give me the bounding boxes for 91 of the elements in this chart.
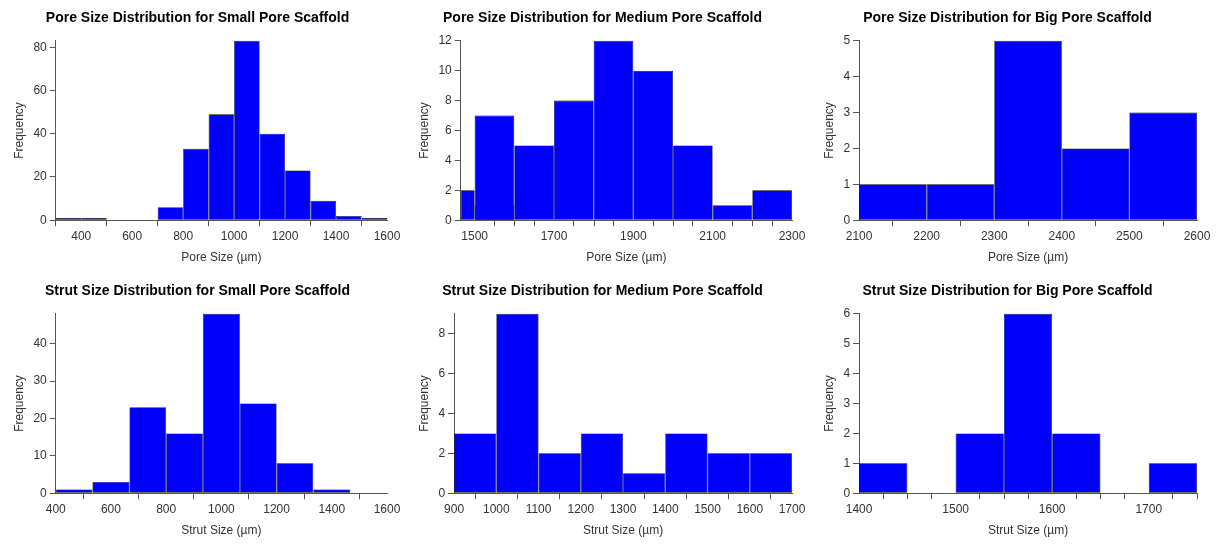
y-tick-label: 1 bbox=[843, 455, 851, 470]
x-tick-label: 800 bbox=[173, 228, 194, 243]
chart-title: Pore Size Distribution for Medium Pore Scaffold bbox=[443, 9, 762, 26]
x-axis-title: Pore Size (µm) bbox=[987, 250, 1069, 265]
x-tick-label: 1600 bbox=[736, 501, 764, 516]
y-tick-label: 40 bbox=[33, 126, 48, 141]
y-tick-label: 4 bbox=[445, 152, 453, 167]
y-tick-label: 20 bbox=[33, 169, 48, 184]
y-axis-title: Frequency bbox=[416, 375, 431, 432]
y-tick-label: 6 bbox=[843, 306, 851, 321]
x-tick-label: 2600 bbox=[1183, 228, 1211, 243]
x-tick-label: 2300 bbox=[778, 228, 806, 243]
chart-title: Strut Size Distribution for Small Pore Scaffold bbox=[45, 282, 350, 299]
x-tick-label: 2300 bbox=[980, 228, 1008, 243]
x-tick-label: 400 bbox=[45, 501, 67, 516]
y-tick-label: 8 bbox=[438, 326, 446, 341]
y-tick-label: 3 bbox=[843, 104, 851, 119]
y-axis-title: Frequency bbox=[821, 102, 836, 159]
y-tick-label: 4 bbox=[843, 365, 851, 380]
y-tick-label: 80 bbox=[33, 39, 48, 54]
x-tick-label: 2500 bbox=[1116, 228, 1144, 243]
y-tick-label: 2 bbox=[438, 445, 446, 460]
x-tick-label: 1000 bbox=[482, 501, 510, 516]
x-tick-label: 1200 bbox=[567, 501, 595, 516]
x-axis-title: Strut Size (µm) bbox=[181, 523, 262, 538]
x-tick-label: 1400 bbox=[845, 501, 873, 516]
y-tick-label: 5 bbox=[843, 33, 851, 48]
y-tick-label: 2 bbox=[843, 425, 851, 440]
x-tick-label: 1100 bbox=[525, 501, 552, 516]
y-tick-label: 0 bbox=[40, 212, 48, 227]
chart-title: Strut Size Distribution for Big Pore Scaffold bbox=[862, 282, 1153, 299]
x-tick-label: 600 bbox=[100, 501, 122, 516]
x-tick-label: 1400 bbox=[651, 501, 679, 516]
y-tick-label: 5 bbox=[843, 336, 851, 351]
chart-title: Pore Size Distribution for Big Pore Scaffold bbox=[863, 9, 1152, 26]
x-tick-label: 1700 bbox=[540, 228, 568, 243]
y-axis-title: Frequency bbox=[11, 375, 26, 432]
y-tick-label: 3 bbox=[843, 395, 851, 410]
x-tick-label: 1700 bbox=[1135, 501, 1163, 516]
x-tick-label: 1900 bbox=[619, 228, 647, 243]
x-tick-label: 1500 bbox=[942, 501, 970, 516]
x-tick-label: 1600 bbox=[1038, 501, 1066, 516]
x-tick-label: 1400 bbox=[318, 501, 346, 516]
x-tick-label: 2400 bbox=[1048, 228, 1076, 243]
x-tick-label: 1500 bbox=[461, 228, 489, 243]
x-tick-label: 800 bbox=[156, 501, 177, 516]
y-tick-label: 0 bbox=[843, 485, 851, 500]
y-axis-title: Frequency bbox=[416, 102, 431, 159]
x-tick-label: 1600 bbox=[373, 501, 401, 516]
x-tick-label: 1500 bbox=[694, 501, 722, 516]
chart-title: Pore Size Distribution for Small Pore Scaffold bbox=[45, 9, 350, 26]
y-axis-title: Frequency bbox=[821, 375, 836, 432]
x-tick-label: 2200 bbox=[913, 228, 941, 243]
x-tick-label: 1200 bbox=[263, 501, 291, 516]
y-tick-label: 0 bbox=[445, 212, 453, 227]
x-tick-label: 1000 bbox=[220, 228, 248, 243]
x-tick-label: 1700 bbox=[778, 501, 806, 516]
x-tick-label: 1300 bbox=[609, 501, 637, 516]
y-tick-label: 6 bbox=[438, 365, 446, 380]
chart-title: Strut Size Distribution for Medium Pore Scaffold bbox=[442, 282, 763, 299]
y-tick-label: 10 bbox=[33, 448, 48, 463]
y-tick-label: 2 bbox=[445, 182, 453, 197]
x-tick-label: 400 bbox=[71, 228, 92, 243]
y-tick-label: 10 bbox=[438, 63, 453, 78]
y-tick-label: 2 bbox=[843, 140, 851, 155]
y-tick-label: 12 bbox=[438, 33, 453, 48]
x-tick-label: 1200 bbox=[271, 228, 299, 243]
x-axis-title: Pore Size (µm) bbox=[586, 250, 667, 265]
x-tick-label: 600 bbox=[122, 228, 143, 243]
y-tick-label: 1 bbox=[843, 176, 851, 191]
x-tick-label: 2100 bbox=[845, 228, 873, 243]
y-tick-label: 4 bbox=[438, 405, 446, 420]
x-axis-title: Strut Size (µm) bbox=[987, 523, 1069, 538]
x-tick-label: 2100 bbox=[699, 228, 727, 243]
y-tick-label: 60 bbox=[33, 82, 48, 97]
y-tick-label: 0 bbox=[40, 485, 48, 500]
y-tick-label: 8 bbox=[445, 92, 453, 107]
x-tick-label: 1000 bbox=[208, 501, 236, 516]
y-axis-title: Frequency bbox=[11, 102, 26, 159]
y-tick-label: 40 bbox=[33, 336, 48, 351]
x-tick-label: 900 bbox=[444, 501, 465, 516]
y-tick-label: 20 bbox=[33, 410, 48, 425]
y-tick-label: 0 bbox=[843, 212, 851, 227]
y-tick-label: 6 bbox=[445, 122, 453, 137]
y-tick-label: 30 bbox=[33, 373, 48, 388]
y-tick-label: 4 bbox=[843, 68, 851, 83]
x-axis-title: Strut Size (µm) bbox=[582, 523, 664, 538]
x-tick-label: 1400 bbox=[322, 228, 350, 243]
x-tick-label: 1600 bbox=[373, 228, 401, 243]
y-tick-label: 0 bbox=[438, 485, 446, 500]
x-axis-title: Pore Size (µm) bbox=[181, 250, 262, 265]
